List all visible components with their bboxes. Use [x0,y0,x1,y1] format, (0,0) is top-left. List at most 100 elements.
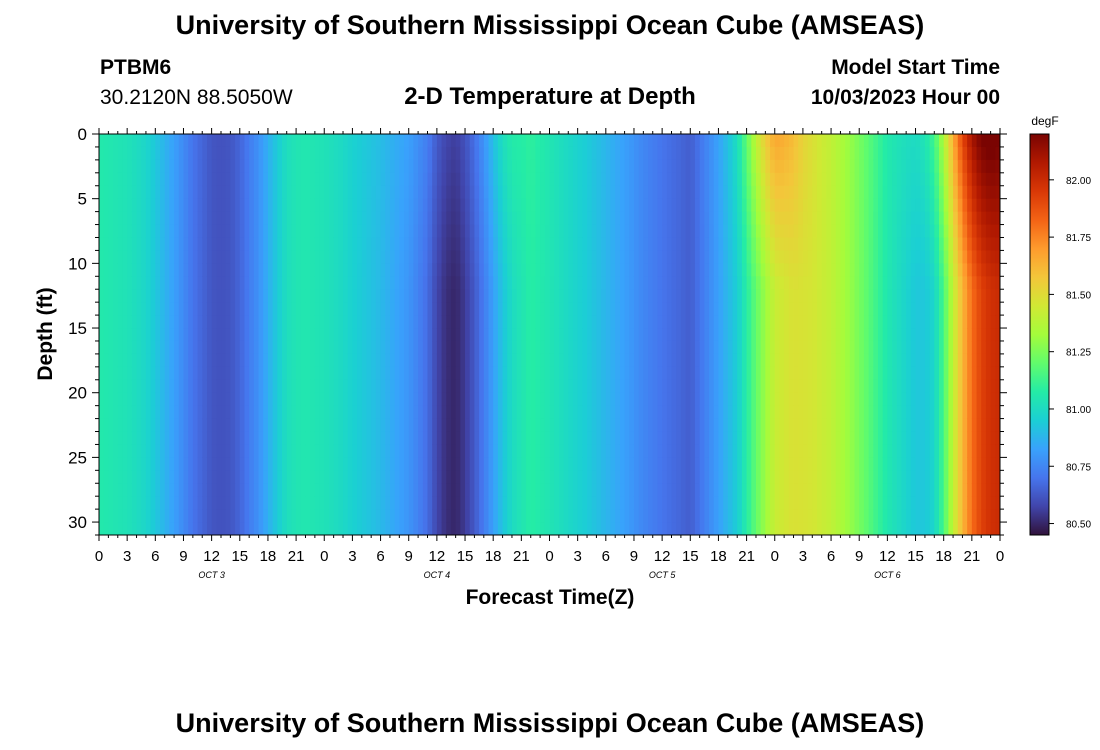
heatmap-cell [99,289,105,303]
heatmap-cell [474,276,480,290]
heatmap-cell [718,302,724,316]
heatmap-cell [788,405,795,420]
heatmap-cell [460,483,466,497]
heatmap-cell [718,418,724,433]
heatmap-cell [497,198,504,213]
heatmap-cell [145,198,152,213]
heatmap-cell [601,134,607,148]
heatmap-cell [99,405,105,420]
heatmap-cell [676,302,682,316]
heatmap-cell [831,328,837,342]
heatmap-cell [629,392,635,407]
heatmap-cell [244,522,250,535]
heatmap-cell [493,496,499,510]
heatmap-cell [765,211,771,226]
heatmap-cell [131,328,138,342]
heatmap-cell [164,418,170,433]
heatmap-cell [582,483,588,497]
heatmap-cell [455,250,461,264]
heatmap-cell [244,431,250,446]
heatmap-cell [793,250,799,264]
heatmap-cell [141,134,147,148]
heatmap-cell [183,172,189,187]
heatmap-cell [174,405,180,420]
heatmap-cell [216,276,222,290]
heatmap-cell [169,405,175,420]
heatmap-cell [624,431,630,446]
heatmap-cell [671,522,677,535]
heatmap-cell [737,457,743,471]
heatmap-cell [568,379,574,394]
heatmap-cell [300,470,307,484]
heatmap-cell [333,444,339,458]
heatmap-cell [816,522,823,535]
heatmap-cell [446,366,452,381]
heatmap-cell [798,263,804,277]
heatmap-cell [221,483,227,497]
heatmap-cell [183,379,189,394]
heatmap-cell [723,366,729,381]
heatmap-cell [310,211,316,226]
heatmap-cell [202,470,208,484]
heatmap-cell [802,328,809,342]
heatmap-cell [375,444,382,458]
heatmap-cell [357,237,363,252]
heatmap-cell [516,444,522,458]
heatmap-cell [235,405,241,420]
heatmap-cell [685,289,691,303]
heatmap-cell [206,366,213,381]
heatmap-cell [418,302,424,316]
heatmap-cell [544,237,551,252]
heatmap-cell [239,470,246,484]
heatmap-cell [629,328,635,342]
heatmap-cell [516,263,522,277]
heatmap-cell [324,159,330,174]
heatmap-cell [540,211,546,226]
heatmap-cell [568,431,574,446]
heatmap-cell [779,237,785,252]
heatmap-cell [291,185,297,200]
heatmap-cell [300,483,307,497]
heatmap-cell [244,457,250,471]
heatmap-cell [751,418,757,433]
heatmap-cell [117,483,124,497]
heatmap-cell [441,418,447,433]
heatmap-cell [624,496,630,510]
heatmap-cell [380,418,386,433]
heatmap-cell [164,483,170,497]
heatmap-cell [619,328,626,342]
heatmap-cell [587,185,593,200]
heatmap-cell [530,496,537,510]
heatmap-cell [624,340,630,355]
heatmap-cell [450,418,457,433]
heatmap-cell [760,185,766,200]
heatmap-cell [549,483,555,497]
heatmap-cell [643,263,649,277]
heatmap-cell [352,250,358,264]
heatmap-cell [174,340,180,355]
heatmap-cell [174,224,180,239]
heatmap-cell [389,418,396,433]
heatmap-cell [718,172,724,187]
heatmap-cell [624,263,630,277]
heatmap-cell [371,237,377,252]
heatmap-cell [394,185,400,200]
heatmap-cell [361,522,368,535]
heatmap-cell [845,237,851,252]
heatmap-cell [511,185,518,200]
heatmap-cell [291,405,297,420]
heatmap-cell [361,211,368,226]
heatmap-cell [788,211,795,226]
heatmap-cell [131,444,138,458]
heatmap-cell [558,172,565,187]
heatmap-cell [122,134,128,148]
heatmap-cell [197,302,203,316]
heatmap-cell [676,379,682,394]
heatmap-cell [150,237,156,252]
heatmap-cell [563,146,569,161]
heatmap-cell [727,353,734,368]
heatmap-cell [178,340,185,355]
heatmap-cell [596,315,602,329]
heatmap-cell [432,263,438,277]
heatmap-cell [516,172,522,187]
